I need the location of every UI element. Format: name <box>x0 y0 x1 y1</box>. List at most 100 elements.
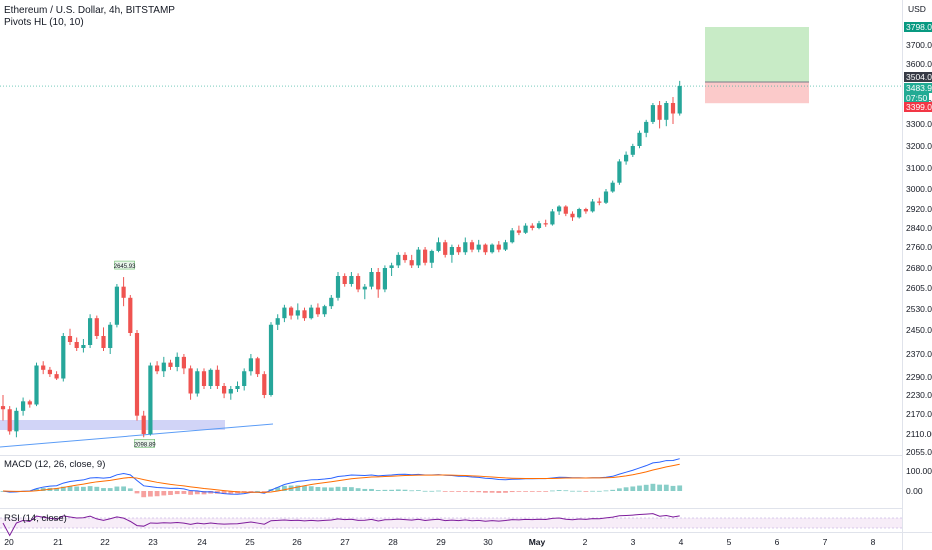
candle-body <box>181 356 186 369</box>
candle-body <box>536 223 542 228</box>
candle-body <box>215 369 220 386</box>
time-tick: 24 <box>197 537 207 547</box>
candle-body <box>570 213 575 218</box>
last-price-tag: 3483.93 <box>904 83 932 93</box>
macd-histogram-bar <box>275 487 281 491</box>
macd-histogram-bar <box>670 485 676 491</box>
pivot-high-box <box>114 260 135 270</box>
candle-body <box>637 132 642 146</box>
macd-histogram-bar <box>261 491 267 492</box>
macd-histogram-bar <box>355 488 361 491</box>
macd-histogram-bar <box>255 490 260 492</box>
candle-body <box>155 365 160 372</box>
candle-body <box>677 86 682 114</box>
pivot-low-label: 2098.89 <box>134 442 156 448</box>
macd-histogram-bar <box>529 491 535 492</box>
macd-histogram-bar <box>422 490 428 492</box>
macd-histogram-bar <box>603 490 609 492</box>
rsi-label[interactable]: RSI (14, close) <box>4 513 67 524</box>
rsi-line <box>2 513 680 537</box>
macd-histogram-bar <box>462 491 468 492</box>
macd-histogram-bar <box>382 489 388 491</box>
macd-histogram-bar <box>60 486 66 491</box>
price-tick: 2840.00 <box>906 223 932 233</box>
macd-histogram-bar <box>67 486 73 491</box>
macd-histogram-bar <box>442 491 448 492</box>
currency-label[interactable]: USD <box>908 4 926 14</box>
trendline <box>0 423 274 448</box>
take-profit-price-tag: 3798.00 <box>904 22 932 32</box>
candle-body <box>248 358 253 372</box>
macd-histogram-bar <box>154 491 160 497</box>
time-tick: 29 <box>436 537 446 547</box>
candle-body <box>101 336 106 348</box>
macd-histogram-bar <box>449 491 455 492</box>
macd-histogram-bar <box>496 491 502 493</box>
candle-body <box>41 365 46 370</box>
candle-body <box>7 409 12 432</box>
time-tick: 22 <box>100 537 110 547</box>
candle-body <box>168 362 173 367</box>
macd-histogram-bar <box>416 490 421 491</box>
candle-body <box>597 201 602 203</box>
price-tick: 2230.00 <box>906 390 932 400</box>
price-tick: 2760.00 <box>906 242 932 252</box>
candle-body <box>670 103 676 114</box>
macd-line <box>2 458 680 495</box>
time-tick: 8 <box>870 537 876 547</box>
macd-histogram-bar <box>34 488 39 491</box>
candle-body <box>228 389 233 394</box>
macd-histogram-bar <box>349 487 354 491</box>
macd-histogram-bar <box>409 490 415 492</box>
macd-histogram-bar <box>637 485 642 491</box>
macd-histogram-bar <box>395 489 401 491</box>
macd-histogram-bar <box>436 490 441 492</box>
candle-body <box>617 161 622 183</box>
candle-body <box>14 410 19 432</box>
candle-body <box>550 211 555 225</box>
time-tick: 27 <box>340 537 350 547</box>
macd-histogram-bar <box>576 490 582 492</box>
price-tick: 3100.00 <box>906 163 932 173</box>
macd-histogram-bar <box>201 491 207 495</box>
candle-body <box>530 225 535 228</box>
macd-histogram-bar <box>328 487 334 491</box>
macd-histogram-bar <box>469 491 475 493</box>
candle-body <box>315 307 320 315</box>
macd-histogram-bar <box>168 491 173 495</box>
candle-body <box>664 103 669 120</box>
candle-body <box>302 310 307 319</box>
candle-body <box>657 105 662 120</box>
candle-body <box>208 369 213 386</box>
price-tick: 2920.00 <box>906 204 932 214</box>
candle-body <box>590 201 595 212</box>
candle-body <box>356 276 361 290</box>
macd-histogram-bar <box>194 491 200 495</box>
macd-histogram-bar <box>516 491 522 492</box>
candle-body <box>188 368 193 394</box>
profit-zone <box>705 27 809 82</box>
price-tick: 2605.00 <box>906 283 932 293</box>
candle-body <box>242 371 247 386</box>
candle-body <box>175 356 180 367</box>
stop-loss-price-tag: 3399.00 <box>904 102 932 112</box>
macd-tick: 100.00 <box>906 466 932 476</box>
time-tick: 23 <box>148 537 158 547</box>
time-tick: 2 <box>582 537 588 547</box>
indicator-pivots-label[interactable]: Pivots HL (10, 10) <box>4 17 84 28</box>
macd-histogram-bar <box>643 484 649 491</box>
candle-body <box>349 276 354 284</box>
candle-body <box>27 401 32 405</box>
macd-histogram-bar <box>295 485 301 491</box>
macd-signal-line <box>2 463 680 493</box>
candle-body <box>54 374 59 379</box>
macd-histogram-bar <box>322 487 327 491</box>
candle-body <box>503 242 508 250</box>
candle-body <box>469 242 475 250</box>
macd-label[interactable]: MACD (12, 26, close, 9) <box>4 459 106 470</box>
price-tick: 2170.00 <box>906 409 932 419</box>
price-tick: 2530.00 <box>906 304 932 314</box>
symbol-title[interactable]: Ethereum / U.S. Dollar, 4h, BITSTAMP <box>4 5 175 16</box>
candle-body <box>523 225 528 233</box>
